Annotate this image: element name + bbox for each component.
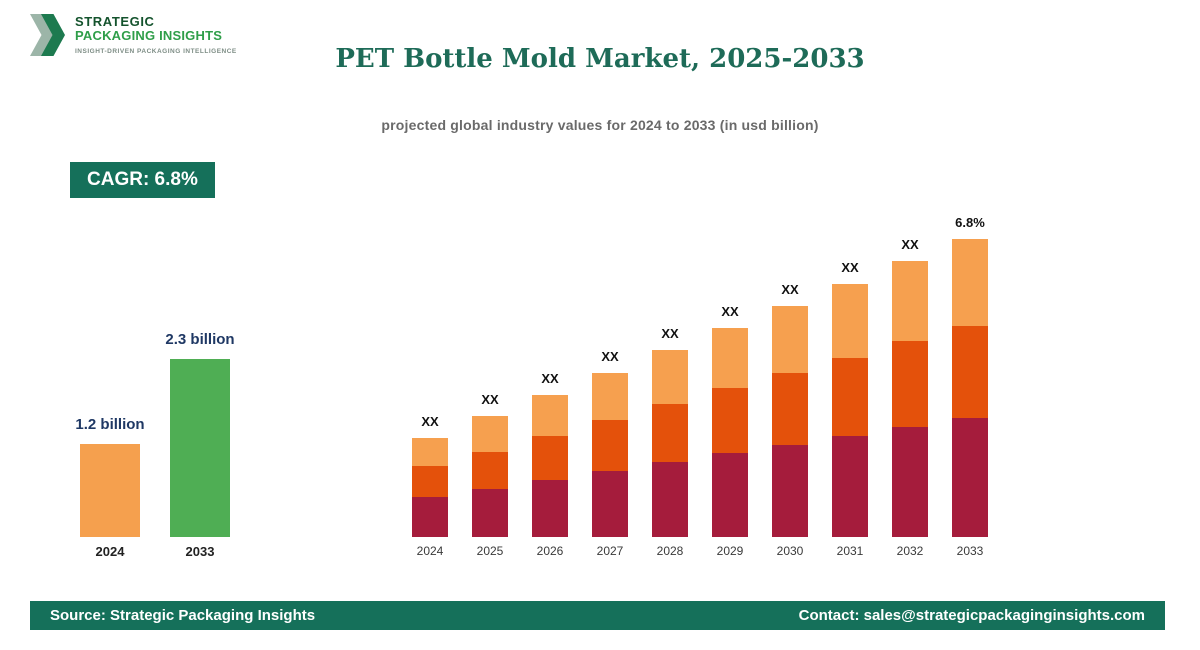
top-segment [952, 239, 988, 326]
bottom-segment [412, 497, 448, 537]
bar-value-label: 6.8% [955, 215, 985, 230]
top-segment [532, 395, 568, 436]
bottom-segment [532, 480, 568, 537]
bottom-segment [952, 418, 988, 537]
footer-bar: Source: Strategic Packaging Insights Con… [30, 601, 1165, 630]
comparison-value-label: 1.2 billion [75, 416, 145, 433]
chevron-logo-icon [30, 14, 66, 56]
bottom-segment [772, 445, 808, 537]
stacked-bar-2028: XX 2028 [652, 326, 688, 558]
middle-segment [532, 436, 568, 480]
stacked-bar-2033: 6.8% 2033 [952, 215, 988, 558]
bottom-segment [472, 489, 508, 537]
stacked-category-label: 2026 [536, 544, 564, 558]
footer-source: Source: Strategic Packaging Insights [50, 607, 316, 624]
stacked-category-label: 2033 [956, 544, 984, 558]
stacked-bar-2026: XX 2026 [532, 371, 568, 558]
bar-stack [472, 416, 508, 537]
bar-value-label: XX [601, 349, 619, 364]
cagr-badge: CAGR: 6.8% [70, 162, 215, 198]
stacked-chart: XX 2024 XX 2025 XX 2026 XX 2027 XX 2028 XX 2029 XX 20… [412, 215, 988, 558]
middle-segment [832, 358, 868, 436]
bottom-segment [892, 427, 928, 537]
comparison-bar [170, 359, 230, 537]
bottom-segment [592, 471, 628, 537]
comparison-value-label: 2.3 billion [165, 331, 235, 348]
stacked-category-label: 2031 [836, 544, 864, 558]
comparison-category-label: 2024 [95, 544, 125, 559]
middle-segment [652, 404, 688, 462]
bar-stack [592, 373, 628, 537]
logo-tagline: INSIGHT-DRIVEN PACKAGING INTELLIGENCE [75, 47, 237, 55]
stacked-category-label: 2032 [896, 544, 924, 558]
stacked-bar-2032: XX 2032 [892, 237, 928, 558]
middle-segment [712, 388, 748, 453]
stacked-bar-2024: XX 2024 [412, 414, 448, 558]
bar-value-label: XX [421, 414, 439, 429]
top-segment [592, 373, 628, 420]
stacked-category-label: 2030 [776, 544, 804, 558]
top-segment [472, 416, 508, 452]
bar-value-label: XX [721, 304, 739, 319]
stacked-bar-2031: XX 2031 [832, 260, 868, 558]
top-segment [712, 328, 748, 388]
bar-value-label: XX [781, 282, 799, 297]
top-segment [652, 350, 688, 404]
logo-line2: PACKAGING INSIGHTS [75, 28, 223, 44]
bar-stack [772, 306, 808, 537]
stacked-bar-2029: XX 2029 [712, 304, 748, 558]
bar-stack [832, 284, 868, 537]
stacked-category-label: 2024 [416, 544, 444, 558]
bar-stack [412, 438, 448, 537]
bar-stack [892, 261, 928, 537]
stacked-category-label: 2025 [476, 544, 504, 558]
stacked-bar-2030: XX 2030 [772, 282, 808, 558]
bar-stack [652, 350, 688, 537]
bottom-segment [832, 436, 868, 537]
stacked-category-label: 2028 [656, 544, 684, 558]
comparison-chart: 1.2 billion 2024 2.3 billion 2033 [75, 331, 234, 559]
company-logo: STRATEGIC PACKAGING INSIGHTS INSIGHT-DRI… [30, 14, 237, 56]
comparison-bar [80, 444, 140, 537]
middle-segment [412, 466, 448, 497]
middle-segment [892, 341, 928, 427]
bar-value-label: XX [481, 392, 499, 407]
top-segment [772, 306, 808, 373]
comparison-bar-2024: 1.2 billion 2024 [75, 416, 144, 559]
page-subtitle: projected global industry values for 202… [381, 117, 819, 133]
middle-segment [592, 420, 628, 471]
bar-stack [712, 328, 748, 537]
bar-value-label: XX [661, 326, 679, 341]
page-title: PET Bottle Mold Market, 2025-2033 [335, 44, 865, 74]
logo-line1: STRATEGIC [75, 13, 155, 29]
bar-stack [952, 239, 988, 537]
stacked-bar-2027: XX 2027 [592, 349, 628, 558]
logo-text: STRATEGIC PACKAGING INSIGHTS INSIGHT-DRI… [75, 13, 237, 55]
top-segment [892, 261, 928, 341]
middle-segment [472, 452, 508, 489]
bar-value-label: XX [841, 260, 859, 275]
comparison-category-label: 2033 [185, 544, 215, 559]
stacked-bar-2025: XX 2025 [472, 392, 508, 558]
footer-contact: Contact: sales@strategicpackaginginsight… [798, 607, 1145, 624]
stacked-category-label: 2027 [596, 544, 624, 558]
middle-segment [772, 373, 808, 445]
comparison-bar-2033: 2.3 billion 2033 [165, 331, 234, 559]
top-segment [412, 438, 448, 466]
top-segment [832, 284, 868, 358]
bar-stack [532, 395, 568, 537]
middle-segment [952, 326, 988, 418]
bar-value-label: XX [541, 371, 559, 386]
bottom-segment [712, 453, 748, 537]
stacked-category-label: 2029 [716, 544, 744, 558]
bar-value-label: XX [901, 237, 919, 252]
bottom-segment [652, 462, 688, 537]
